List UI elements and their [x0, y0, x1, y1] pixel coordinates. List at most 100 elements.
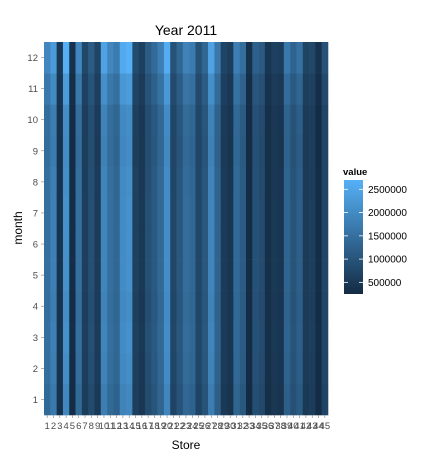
heatmap-cell [201, 228, 209, 260]
heatmap-cell [227, 383, 234, 416]
heatmap-cell [100, 259, 108, 291]
heatmap-cell [290, 228, 297, 260]
heatmap-cell [309, 73, 316, 105]
heatmap-cell [94, 290, 102, 323]
x-tick-label: 32 [238, 421, 249, 432]
heatmap-cell [151, 42, 158, 74]
heatmap-cell [245, 383, 253, 416]
heatmap-cell [119, 104, 127, 136]
heatmap-cell [315, 290, 322, 323]
heatmap-cell [239, 321, 247, 354]
heatmap-cell [138, 135, 146, 167]
heatmap-cell [56, 166, 64, 198]
heatmap-cell [283, 383, 291, 416]
heatmap-cell [271, 383, 278, 416]
heatmap-cell [245, 104, 253, 136]
heatmap-cell [214, 228, 222, 260]
heatmap-cell [309, 321, 316, 354]
heatmap-cell [56, 197, 64, 229]
heatmap-cell [189, 135, 196, 167]
heatmap-cell [44, 42, 51, 74]
x-tick-label: 27 [206, 421, 217, 432]
heatmap-cell [81, 352, 89, 385]
heatmap-cell [157, 166, 165, 198]
heatmap-cell [195, 166, 203, 198]
heatmap-cell [62, 42, 70, 74]
heatmap-cell [227, 73, 234, 105]
heatmap-cell [157, 383, 165, 416]
x-tick-label: 5 [70, 421, 75, 432]
heatmap-cell [271, 197, 278, 229]
heatmap-cell [56, 321, 64, 354]
heatmap-cell [144, 104, 152, 136]
heatmap-cell [290, 42, 297, 74]
x-tick-label: 33 [244, 421, 255, 432]
heatmap-cell [119, 352, 127, 385]
heatmap-cell [75, 42, 83, 74]
heatmap-cell [44, 135, 51, 167]
heatmap-cell [157, 321, 165, 354]
heatmap-cell [271, 135, 278, 167]
heatmap-cell [296, 73, 304, 105]
heatmap-cell [182, 166, 190, 198]
heatmap-cell [176, 197, 184, 229]
heatmap-cell [113, 352, 121, 385]
heatmap-cell [220, 352, 228, 385]
heatmap-cell [252, 166, 259, 198]
heatmap-cell [277, 259, 285, 291]
heatmap-cell [56, 228, 64, 260]
heatmap-cell [315, 166, 322, 198]
heatmap-cell [170, 259, 177, 291]
heatmap-cell [239, 104, 247, 136]
heatmap-cell [119, 166, 127, 198]
heatmap-cell [258, 352, 266, 385]
heatmap-cell [69, 42, 76, 74]
heatmap-cell [94, 228, 102, 260]
heatmap-cell [189, 321, 196, 354]
x-tick-label: 6 [76, 421, 81, 432]
x-tick-label: 29 [219, 421, 230, 432]
y-tick-label: 10 [27, 115, 38, 126]
heatmap-cell [277, 383, 285, 416]
heatmap-cell [113, 73, 121, 105]
heatmap-cell [220, 42, 228, 74]
heatmap-cell [113, 259, 121, 291]
heatmap-cell [126, 321, 133, 354]
heatmap-cell [264, 352, 272, 385]
heatmap-cell [119, 259, 127, 291]
heatmap-cell [296, 135, 304, 167]
heatmap-cell [132, 352, 139, 385]
legend-label: 2000000 [368, 208, 407, 219]
heatmap-cell [107, 259, 114, 291]
heatmap-cell [220, 383, 228, 416]
heatmap-cell [208, 352, 215, 385]
heatmap-cell [75, 166, 83, 198]
heatmap-cell [176, 259, 184, 291]
heatmap-cell [271, 228, 278, 260]
y-tick-label: 6 [33, 240, 38, 251]
heatmap-cell [138, 197, 146, 229]
heatmap-cell [81, 104, 89, 136]
heatmap-cell [176, 290, 184, 323]
heatmap-cell [170, 104, 177, 136]
heatmap-cell [201, 352, 209, 385]
heatmap-cell [151, 135, 158, 167]
heatmap-cell [176, 42, 184, 74]
heatmap-cell [239, 383, 247, 416]
heatmap-cell [252, 352, 259, 385]
heatmap-cell [88, 135, 95, 167]
heatmap-cell [239, 73, 247, 105]
heatmap-cell [144, 197, 152, 229]
heatmap-cell [315, 228, 322, 260]
heatmap-cell [113, 166, 121, 198]
heatmap-cell [88, 166, 95, 198]
heatmap-cell [119, 42, 127, 74]
heatmap-cell [214, 104, 222, 136]
heatmap-cell [189, 197, 196, 229]
heatmap-cell [296, 352, 304, 385]
heatmap-cell [144, 290, 152, 323]
heatmap-cell [119, 197, 127, 229]
heatmap-cell [195, 352, 203, 385]
heatmap-cell [182, 290, 190, 323]
heatmap-cell [201, 197, 209, 229]
